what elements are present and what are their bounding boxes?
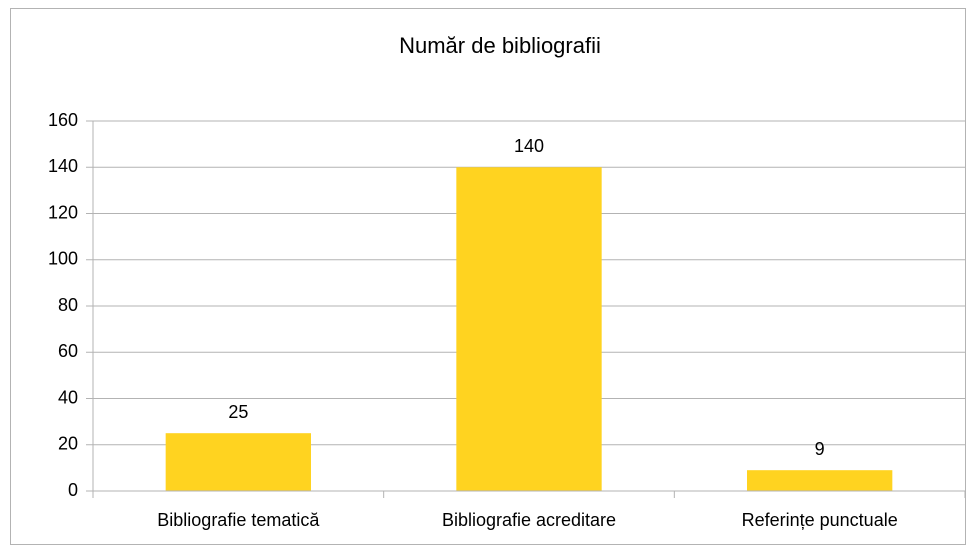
y-tick-label: 100 [48,249,78,269]
y-tick-label: 20 [58,434,78,454]
x-tick-label: Referințe punctuale [742,510,898,530]
x-tick-label: Bibliografie tematică [157,510,320,530]
y-tick-label: 160 [48,110,78,130]
bar [456,167,602,491]
y-tick-label: 60 [58,341,78,361]
y-tick-label: 0 [68,480,78,500]
data-label: 9 [815,439,825,459]
y-tick-label: 120 [48,202,78,222]
data-label: 140 [514,136,544,156]
y-tick-label: 80 [58,295,78,315]
y-tick-label: 40 [58,387,78,407]
chart-title: Număr de bibliografii [399,33,601,58]
bar [165,433,311,491]
bar [747,470,893,491]
y-tick-label: 140 [48,156,78,176]
x-tick-label: Bibliografie acreditare [442,510,616,530]
data-label: 25 [228,402,248,422]
